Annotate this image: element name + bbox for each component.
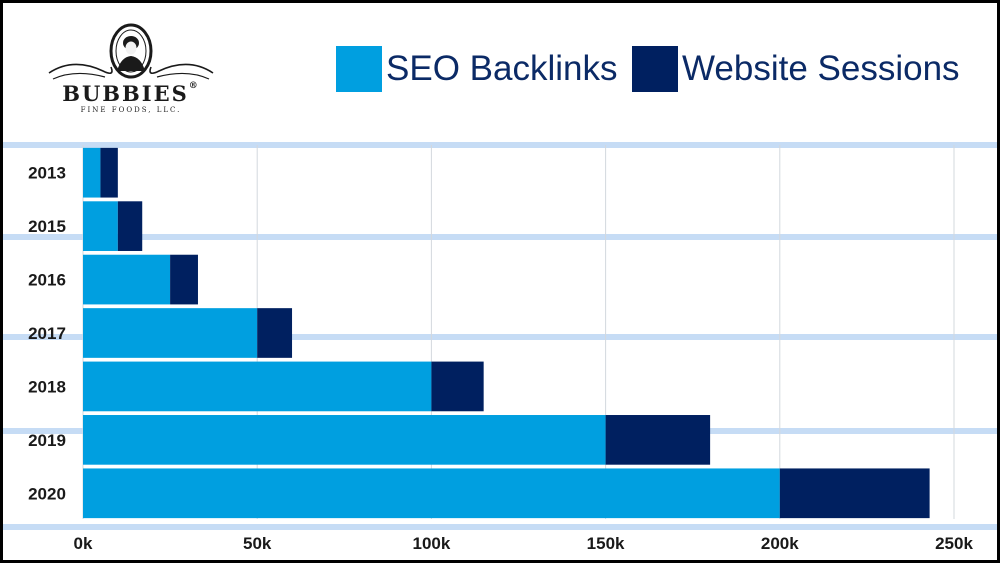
- legend-item-seo-backlinks: SEO Backlinks: [336, 45, 617, 93]
- y-tick-label-2015: 2015: [28, 217, 66, 236]
- bar-backlinks-2013: [83, 147, 101, 198]
- background-band-4: [3, 524, 997, 530]
- bar-sessions-2015: [117, 201, 143, 251]
- bar-sessions-2018: [431, 361, 484, 412]
- bar-sessions-2017: [257, 308, 293, 358]
- bar-backlinks-2015: [83, 201, 118, 251]
- legend-label-backlinks: SEO Backlinks: [386, 49, 618, 88]
- bar-backlinks-2017: [83, 308, 258, 358]
- x-tick-label-2: 100k: [412, 534, 450, 553]
- y-tick-label-2017: 2017: [28, 324, 66, 343]
- bar-sessions-2013: [100, 147, 118, 198]
- brand-tagline: FINE FOODS, LLC.: [80, 106, 182, 114]
- x-tick-label-5: 250k: [935, 534, 973, 553]
- brand-logo: BUBBIES® FINE FOODS, LLC.: [45, 21, 217, 117]
- legend-label-sessions: Website Sessions: [682, 49, 960, 88]
- legend-swatch-sessions: [632, 46, 678, 92]
- legend-swatch-backlinks: [336, 46, 382, 92]
- y-tick-label-2016: 2016: [28, 271, 66, 290]
- bar-backlinks-2019: [83, 415, 606, 465]
- brand-name: BUBBIES®: [62, 81, 200, 106]
- background-band-0: [3, 142, 997, 148]
- bar-backlinks-2016: [83, 254, 171, 305]
- logo-emblem: [48, 23, 214, 80]
- y-tick-label-2019: 2019: [28, 431, 66, 450]
- y-tick-label-2018: 2018: [28, 377, 66, 396]
- x-tick-label-3: 150k: [587, 534, 625, 553]
- legend-item-website-sessions: Website Sessions: [632, 45, 960, 93]
- bar-sessions-2020: [779, 468, 930, 519]
- x-tick-label-0: 0k: [74, 534, 93, 553]
- bar-sessions-2019: [605, 415, 711, 465]
- bar-backlinks-2020: [83, 468, 780, 519]
- chart-frame: BUBBIES® FINE FOODS, LLC. SEO Backlinks …: [3, 3, 997, 560]
- y-tick-label-2013: 2013: [28, 164, 66, 183]
- bar-backlinks-2018: [83, 361, 432, 412]
- y-tick-label-2020: 2020: [28, 484, 66, 503]
- x-tick-label-1: 50k: [243, 534, 272, 553]
- bar-chart: 2013 2015 2016 2017 2018 2019 2020 0k 50k 100k 150…: [3, 142, 997, 553]
- background-band-1: [3, 234, 997, 240]
- background-band-2: [3, 334, 997, 340]
- x-tick-label-4: 200k: [761, 534, 799, 553]
- bar-sessions-2016: [170, 254, 198, 305]
